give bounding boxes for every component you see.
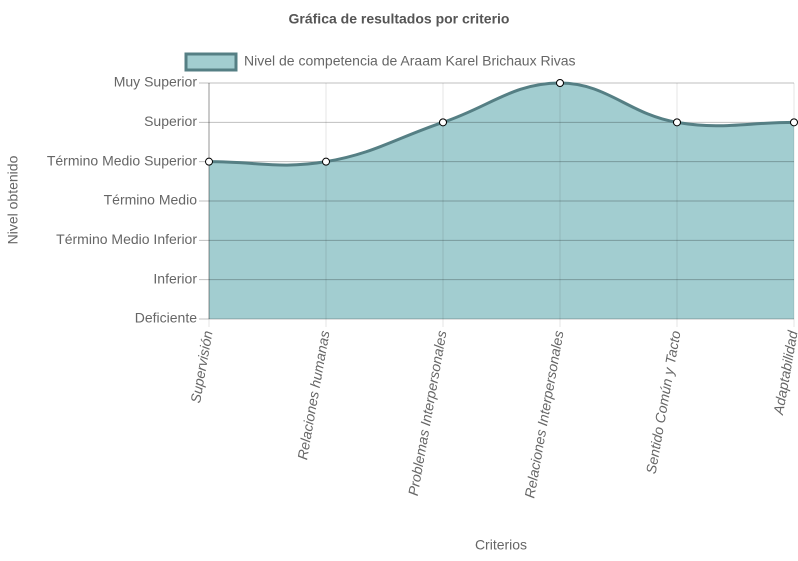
- point: [556, 79, 564, 87]
- point: [322, 157, 330, 166]
- x-tick-label: Adaptabilidad: [770, 328, 798, 417]
- area: [209, 83, 794, 319]
- y-tick-label: Término Medio Superior: [47, 152, 198, 168]
- point: [673, 118, 681, 127]
- y-axis-title: Nivel obtenido: [5, 155, 21, 244]
- point: [790, 118, 798, 127]
- line: [208, 81, 795, 167]
- chart-title: Gráfica de resultados por criterio: [289, 11, 510, 27]
- x-tick-label: Problemas Interpersonales: [405, 329, 450, 497]
- y-tick-label: Deficiente: [135, 310, 197, 326]
- y-tick-label: Muy Superior: [114, 74, 198, 90]
- point: [205, 157, 213, 166]
- legend-label: Nivel de competencia de Araam Karel Bric…: [244, 53, 576, 69]
- x-tick-label: Supervisión: [187, 329, 215, 404]
- x-tick-label: Relaciones Interpersonales: [521, 329, 566, 499]
- y-tick-label: Superior: [144, 113, 197, 129]
- x-tick-label: Relaciones humanas: [294, 329, 332, 461]
- legend-swatch: [184, 52, 238, 72]
- y-tick-label: Término Medio: [104, 192, 198, 208]
- x-tick-label: Sentido Común y Tacto: [643, 329, 684, 475]
- y-tick-label: Término Medio Inferior: [56, 231, 197, 247]
- x-axis-title: Criterios: [475, 537, 527, 553]
- y-tick-label: Inferior: [153, 270, 197, 286]
- point: [439, 118, 447, 127]
